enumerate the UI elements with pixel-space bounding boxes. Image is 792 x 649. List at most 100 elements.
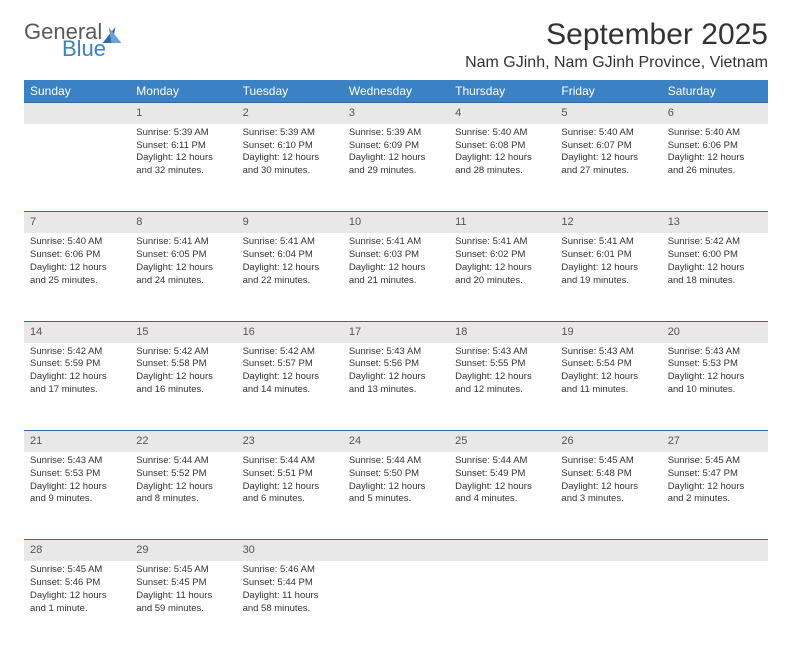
day-detail-line: Daylight: 12 hours xyxy=(136,262,230,275)
day-detail-line: Daylight: 12 hours xyxy=(30,371,124,384)
day-body-cell: Sunrise: 5:39 AMSunset: 6:11 PMDaylight:… xyxy=(130,124,236,212)
day-number-cell: 15 xyxy=(130,321,236,342)
day-number-cell: 17 xyxy=(343,321,449,342)
day-body-cell: Sunrise: 5:43 AMSunset: 5:54 PMDaylight:… xyxy=(555,343,661,431)
day-detail-line: Daylight: 11 hours xyxy=(136,590,230,603)
day-body-cell: Sunrise: 5:44 AMSunset: 5:51 PMDaylight:… xyxy=(237,452,343,540)
day-detail-line: Sunset: 5:54 PM xyxy=(561,358,655,371)
day-number-cell xyxy=(343,540,449,561)
month-title: September 2025 xyxy=(465,18,768,52)
day-number-cell: 28 xyxy=(24,540,130,561)
day-detail-line: Sunset: 5:45 PM xyxy=(136,577,230,590)
day-detail-line: Sunrise: 5:40 AM xyxy=(668,127,762,140)
day-body-row: Sunrise: 5:45 AMSunset: 5:46 PMDaylight:… xyxy=(24,561,768,649)
day-number-cell: 24 xyxy=(343,431,449,452)
day-body-cell: Sunrise: 5:45 AMSunset: 5:48 PMDaylight:… xyxy=(555,452,661,540)
day-number-cell: 19 xyxy=(555,321,661,342)
day-detail-line: Sunset: 6:07 PM xyxy=(561,140,655,153)
day-detail-line: and 25 minutes. xyxy=(30,275,124,288)
day-detail-line: and 26 minutes. xyxy=(668,165,762,178)
day-detail-line: Sunrise: 5:41 AM xyxy=(455,236,549,249)
calendar-body: 123456Sunrise: 5:39 AMSunset: 6:11 PMDay… xyxy=(24,103,768,649)
day-detail-line: Daylight: 12 hours xyxy=(668,371,762,384)
day-detail-line: and 19 minutes. xyxy=(561,275,655,288)
day-detail-line: Daylight: 12 hours xyxy=(455,481,549,494)
day-detail-line: and 4 minutes. xyxy=(455,493,549,506)
day-detail-line: and 11 minutes. xyxy=(561,384,655,397)
day-number-cell: 23 xyxy=(237,431,343,452)
day-number-cell: 5 xyxy=(555,103,661,124)
day-detail-line: and 13 minutes. xyxy=(349,384,443,397)
day-detail-line: and 29 minutes. xyxy=(349,165,443,178)
weekday-tuesday: Tuesday xyxy=(237,80,343,103)
daynum-row: 123456 xyxy=(24,103,768,124)
day-detail-line: and 24 minutes. xyxy=(136,275,230,288)
calendar-table: Sunday Monday Tuesday Wednesday Thursday… xyxy=(24,80,768,649)
day-body-cell: Sunrise: 5:45 AMSunset: 5:47 PMDaylight:… xyxy=(662,452,768,540)
day-body-cell: Sunrise: 5:44 AMSunset: 5:52 PMDaylight:… xyxy=(130,452,236,540)
day-detail-line: Daylight: 12 hours xyxy=(455,152,549,165)
day-body-cell: Sunrise: 5:39 AMSunset: 6:10 PMDaylight:… xyxy=(237,124,343,212)
day-body-row: Sunrise: 5:39 AMSunset: 6:11 PMDaylight:… xyxy=(24,124,768,212)
day-detail-line: and 17 minutes. xyxy=(30,384,124,397)
day-body-cell: Sunrise: 5:42 AMSunset: 5:59 PMDaylight:… xyxy=(24,343,130,431)
day-number-cell: 27 xyxy=(662,431,768,452)
day-number-cell: 13 xyxy=(662,212,768,233)
day-detail-line: Sunset: 5:44 PM xyxy=(243,577,337,590)
weekday-saturday: Saturday xyxy=(662,80,768,103)
day-body-cell: Sunrise: 5:46 AMSunset: 5:44 PMDaylight:… xyxy=(237,561,343,649)
day-body-cell xyxy=(24,124,130,212)
day-body-cell xyxy=(555,561,661,649)
day-detail-line: Sunset: 5:58 PM xyxy=(136,358,230,371)
day-detail-line: Sunset: 6:03 PM xyxy=(349,249,443,262)
day-detail-line: and 21 minutes. xyxy=(349,275,443,288)
day-body-cell: Sunrise: 5:42 AMSunset: 5:58 PMDaylight:… xyxy=(130,343,236,431)
day-detail-line: Sunrise: 5:39 AM xyxy=(136,127,230,140)
day-detail-line: and 20 minutes. xyxy=(455,275,549,288)
day-number-cell: 3 xyxy=(343,103,449,124)
day-body-cell xyxy=(449,561,555,649)
day-number-cell: 20 xyxy=(662,321,768,342)
day-body-cell: Sunrise: 5:41 AMSunset: 6:04 PMDaylight:… xyxy=(237,233,343,321)
day-detail-line: Daylight: 12 hours xyxy=(561,481,655,494)
day-detail-line: Sunrise: 5:39 AM xyxy=(349,127,443,140)
day-number-cell: 21 xyxy=(24,431,130,452)
day-number-cell: 8 xyxy=(130,212,236,233)
day-detail-line: and 18 minutes. xyxy=(668,275,762,288)
day-detail-line: Sunset: 6:05 PM xyxy=(136,249,230,262)
weekday-sunday: Sunday xyxy=(24,80,130,103)
day-detail-line: Sunset: 5:52 PM xyxy=(136,468,230,481)
day-detail-line: and 1 minute. xyxy=(30,603,124,616)
day-number-cell xyxy=(24,103,130,124)
day-body-row: Sunrise: 5:42 AMSunset: 5:59 PMDaylight:… xyxy=(24,343,768,431)
day-detail-line: Sunset: 6:09 PM xyxy=(349,140,443,153)
day-detail-line: Sunset: 6:02 PM xyxy=(455,249,549,262)
day-number-cell xyxy=(555,540,661,561)
day-detail-line: Sunset: 5:47 PM xyxy=(668,468,762,481)
day-detail-line: Sunset: 6:11 PM xyxy=(136,140,230,153)
day-body-cell: Sunrise: 5:43 AMSunset: 5:53 PMDaylight:… xyxy=(662,343,768,431)
day-number-cell: 9 xyxy=(237,212,343,233)
day-detail-line: Sunset: 6:08 PM xyxy=(455,140,549,153)
day-body-cell: Sunrise: 5:41 AMSunset: 6:05 PMDaylight:… xyxy=(130,233,236,321)
day-detail-line: Daylight: 12 hours xyxy=(136,481,230,494)
day-detail-line: Sunrise: 5:42 AM xyxy=(243,346,337,359)
day-detail-line: and 28 minutes. xyxy=(455,165,549,178)
day-detail-line: Daylight: 12 hours xyxy=(30,262,124,275)
weekday-monday: Monday xyxy=(130,80,236,103)
day-detail-line: and 14 minutes. xyxy=(243,384,337,397)
weekday-header-row: Sunday Monday Tuesday Wednesday Thursday… xyxy=(24,80,768,103)
day-number-cell: 16 xyxy=(237,321,343,342)
day-number-cell: 11 xyxy=(449,212,555,233)
day-number-cell: 12 xyxy=(555,212,661,233)
day-detail-line: Sunrise: 5:40 AM xyxy=(30,236,124,249)
day-detail-line: Sunset: 5:49 PM xyxy=(455,468,549,481)
header: General Blue September 2025 Nam GJinh, N… xyxy=(24,18,768,72)
day-detail-line: Daylight: 12 hours xyxy=(30,481,124,494)
day-number-cell: 1 xyxy=(130,103,236,124)
daynum-row: 282930 xyxy=(24,540,768,561)
day-detail-line: Sunrise: 5:45 AM xyxy=(668,455,762,468)
day-detail-line: Sunrise: 5:43 AM xyxy=(455,346,549,359)
daynum-row: 14151617181920 xyxy=(24,321,768,342)
day-body-cell xyxy=(343,561,449,649)
